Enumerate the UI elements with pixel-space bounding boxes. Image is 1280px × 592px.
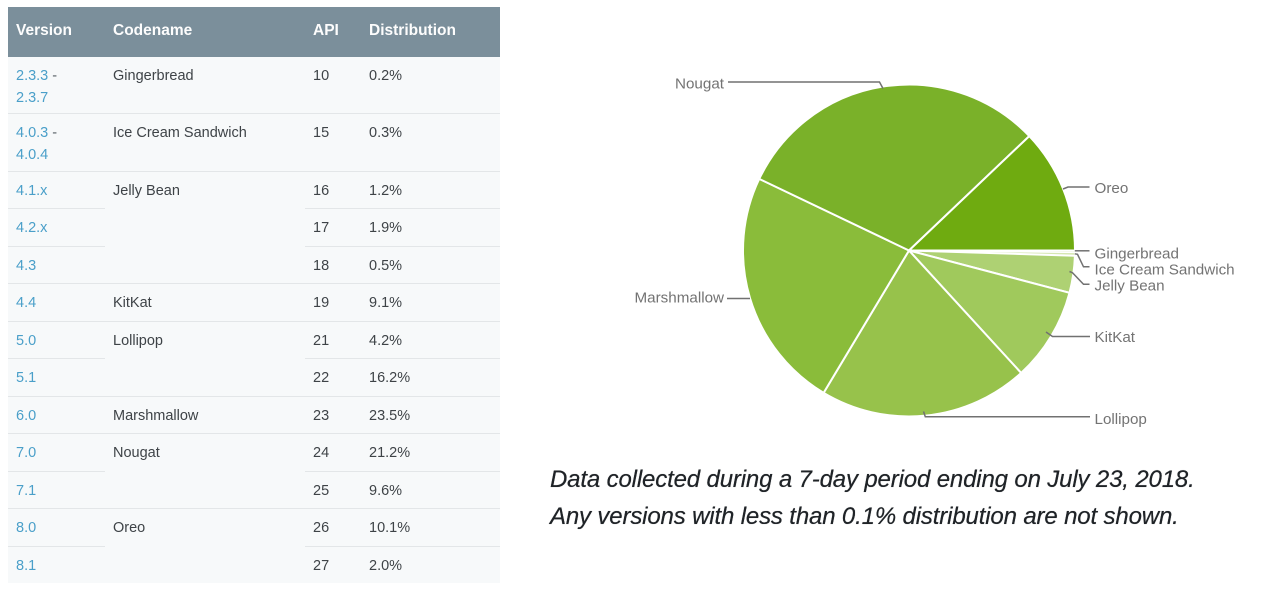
svg-text:Nougat: Nougat — [675, 76, 725, 93]
svg-text:Oreo: Oreo — [1095, 180, 1129, 197]
svg-text:Jelly Bean: Jelly Bean — [1095, 278, 1165, 295]
svg-text:Ice Cream Sandwich: Ice Cream Sandwich — [1095, 262, 1235, 279]
svg-text:Lollipop: Lollipop — [1095, 411, 1147, 428]
svg-text:Marshmallow: Marshmallow — [635, 290, 724, 307]
svg-text:KitKat: KitKat — [1095, 329, 1136, 346]
svg-text:Gingerbread: Gingerbread — [1095, 246, 1179, 263]
